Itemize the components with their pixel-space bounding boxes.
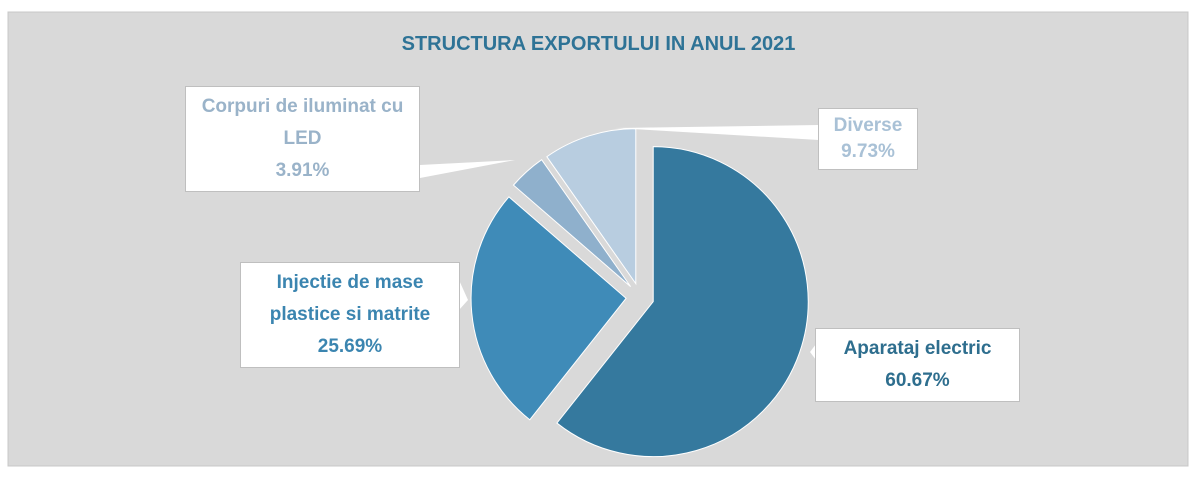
pie <box>470 128 809 458</box>
data-label: Injectie de mase plastice si matrite 25.… <box>240 262 460 368</box>
callout-pointer <box>615 125 819 140</box>
label-name: Injectie de mase plastice si matrite <box>269 272 431 325</box>
chart-title: STRUCTURA EXPORTULUI IN ANUL 2021 <box>401 33 796 55</box>
label-value: 60.67% <box>885 370 950 391</box>
data-label: Corpuri de iluminat cu LED 3.91% <box>185 86 420 192</box>
label-name: Corpuri de iluminat cu LED <box>201 96 404 149</box>
label-value: 3.91% <box>275 160 330 181</box>
callout-pointer <box>459 280 468 310</box>
label-value: 25.69% <box>317 336 383 357</box>
data-label: Diverse 9.73% <box>818 108 918 170</box>
label-name: Diverse <box>833 115 903 136</box>
label-name: Aparataj electric <box>843 338 992 359</box>
label-value: 9.73% <box>841 141 895 162</box>
data-label: Aparataj electric 60.67% <box>815 328 1020 402</box>
pie-slice <box>470 196 627 421</box>
callout-pointer <box>420 160 515 178</box>
pie-slice <box>512 158 632 287</box>
pie-slice <box>556 146 809 458</box>
